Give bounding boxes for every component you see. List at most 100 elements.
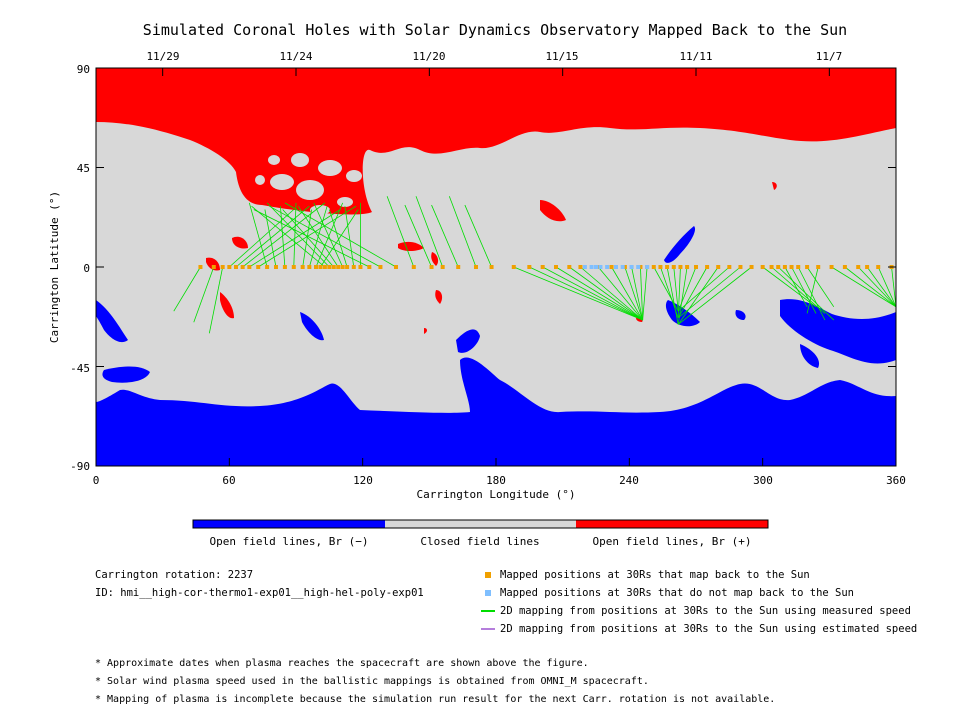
mapped-position-point (367, 265, 372, 269)
mapping-line (677, 266, 730, 312)
mapped-position-point (596, 265, 601, 269)
chart-title: Simulated Coronal Holes with Solar Dynam… (143, 21, 847, 39)
footnote-1: * Approximate dates when plasma reaches … (95, 658, 589, 669)
measured-line-swatch (481, 610, 495, 612)
unmapped-position-point (589, 265, 594, 269)
mapping-line (404, 204, 432, 268)
mapping-line (344, 206, 355, 268)
mapping-line (431, 204, 459, 268)
mapping-line (513, 266, 643, 321)
mapping-line (208, 266, 224, 334)
mapped-position-point (378, 265, 383, 269)
mapping-line (673, 266, 679, 312)
mapped-position-point (291, 265, 296, 269)
mapping-line (248, 202, 268, 268)
date-label-2: 11/24 (279, 50, 312, 63)
mapping-line (282, 209, 335, 268)
measured-speed-lines (173, 196, 896, 334)
unmapped-position-point (594, 265, 598, 269)
mapping-line (448, 196, 477, 268)
mapping-line (857, 266, 896, 308)
run-info: Carrington rotation: 2237 ID: hmi__high-… (95, 566, 424, 602)
mapping-line (415, 196, 444, 268)
footnote-3: * Mapping of plasma is incomplete becaus… (95, 694, 776, 705)
legend-measured-label: 2D mapping from positions at 30Rs to the… (500, 605, 911, 617)
mapping-line (677, 266, 719, 325)
mapping-line (328, 209, 348, 268)
date-label-5: 11/11 (679, 50, 712, 63)
mapped-position-point (638, 265, 643, 269)
mapping-line (269, 205, 381, 268)
mapping-line (677, 266, 708, 319)
colorbar-closed (385, 520, 576, 528)
mapping-line (193, 266, 215, 323)
mapping-line (831, 266, 896, 308)
unmapped-position-point (582, 265, 587, 269)
x-tick-label-240: 240 (619, 474, 639, 487)
x-tick-label-60: 60 (222, 474, 235, 487)
mapped-position-point (211, 265, 216, 269)
axis-ticks (95, 67, 897, 467)
estimated-line-swatch (481, 628, 495, 630)
mapped-position-point (345, 265, 350, 269)
mapping-line (642, 266, 648, 321)
mapped-position-point (671, 265, 676, 269)
mapped-position-point (665, 265, 670, 269)
mapping-line (677, 266, 697, 312)
x-tick-label-180: 180 (486, 474, 506, 487)
mapped-positions (198, 265, 894, 269)
mapping-line (806, 266, 835, 308)
mapped-position-point (351, 265, 356, 269)
legend-unmapped: Mapped positions at 30Rs that do not map… (476, 584, 917, 602)
unmapped-position-point (620, 265, 625, 269)
mapping-line (624, 266, 644, 321)
legend-estimated: 2D mapping from positions at 30Rs to the… (476, 620, 917, 638)
y-axis-title: Carrington Latitude (°) (48, 191, 61, 343)
mapped-position-point (429, 265, 434, 269)
mapped-position-point (789, 265, 794, 269)
mapped-position-point (856, 265, 861, 269)
unmapped-position-point (636, 265, 641, 269)
mapping-line (386, 196, 415, 268)
mapping-line (569, 266, 643, 321)
mapped-position-point (776, 265, 781, 269)
mapping-line (791, 266, 817, 314)
mapped-position-point (456, 265, 461, 269)
mapped-position-point (274, 265, 278, 269)
carrington-rotation: Carrington rotation: 2237 (95, 569, 254, 581)
mapping-line (235, 205, 310, 268)
mapped-position-point (256, 265, 261, 269)
mapped-position-point (842, 265, 847, 269)
mapping-line (266, 202, 330, 268)
colorbar (192, 519, 769, 529)
mapped-position-point (527, 265, 532, 269)
legend-unmapped-label: Mapped positions at 30Rs that do not map… (500, 587, 855, 599)
mapped-position-point (805, 265, 810, 269)
mapped-position-point (816, 265, 821, 269)
mapped-position-point (865, 265, 870, 269)
y-tick-label-0: 0 (83, 262, 90, 275)
mapping-line (677, 266, 752, 325)
mapped-position-point (411, 265, 416, 269)
mapped-position-point (240, 265, 245, 269)
mapping-line (677, 266, 741, 319)
mapped-position-point (694, 265, 698, 269)
mapping-line (597, 266, 643, 321)
unmapped-position-point (645, 265, 650, 269)
mapping-line (297, 205, 339, 268)
mapping-line (173, 266, 201, 312)
mapping-line (284, 202, 397, 268)
mapping-line (320, 209, 359, 268)
mapping-line (293, 202, 297, 268)
mapped-position-point (318, 265, 323, 269)
mapped-position-point (394, 265, 398, 269)
mapping-line (302, 209, 312, 268)
legend-mapped: Mapped positions at 30Rs that map back t… (476, 566, 917, 584)
unmapped-marker-swatch (485, 590, 491, 596)
mapping-line (640, 266, 644, 321)
mapped-position-point (829, 265, 834, 269)
south-negative-hole (96, 357, 896, 466)
mapping-line (280, 206, 286, 268)
mapped-position-point (336, 265, 341, 269)
